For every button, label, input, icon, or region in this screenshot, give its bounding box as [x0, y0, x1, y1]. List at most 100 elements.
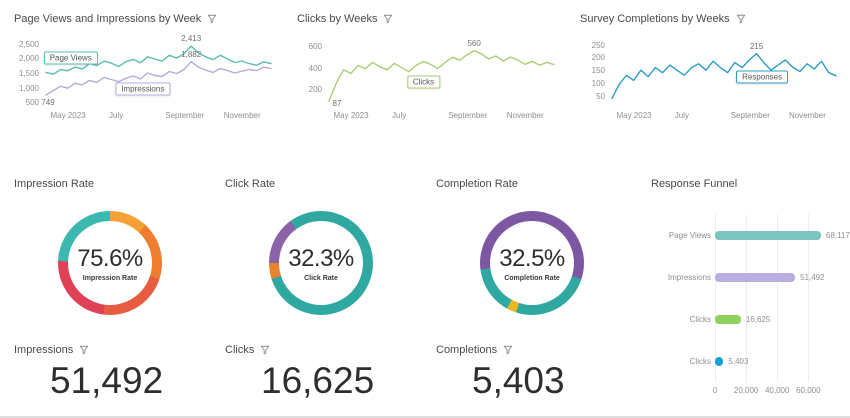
x-tick-label: May 2023 — [50, 111, 86, 120]
funnel-x-axis: 0 20,000 40,000 60,000 — [651, 386, 836, 398]
click-rate-section: Click Rate 32.3% Click Rate Clicks 16,62… — [225, 176, 436, 402]
filter-icon[interactable] — [736, 14, 746, 24]
gridline — [808, 214, 810, 382]
gridline — [746, 214, 748, 382]
donut-wrap: 75.6% Impression Rate — [14, 196, 225, 330]
series-label-callout: Clicks — [406, 75, 441, 89]
funnel-row: Impressions 51,492 — [651, 271, 836, 283]
funnel-x-tick-label: 40,000 — [764, 386, 790, 395]
filter-icon[interactable] — [207, 14, 217, 24]
y-tick-label: 1,000 — [18, 83, 39, 93]
x-tick-label: July — [392, 111, 407, 120]
donut-title: Impression Rate — [14, 176, 225, 192]
kpi-title: Clicks — [225, 342, 436, 358]
point-annotation: 560 — [467, 38, 481, 48]
series-label-callout: Impressions — [115, 82, 171, 96]
plot-area[interactable]: 215 Responses — [611, 40, 837, 106]
donut-value: 32.3% — [288, 244, 354, 272]
kpi-label-text: Completions — [436, 344, 498, 356]
funnel-value-label: 5,403 — [728, 356, 749, 366]
funnel-x-tick-label: 0 — [712, 386, 718, 395]
funnel-bar[interactable] — [715, 356, 724, 366]
funnel-rows: Page Views 68,117 Impressions 51,492 Clicks 1… — [651, 214, 850, 382]
y-tick-label: 2,500 — [18, 39, 39, 49]
funnel-plot: Page Views 68,117 Impressions 51,492 Clicks 1… — [651, 214, 850, 398]
y-tick-label: 100 — [591, 78, 605, 88]
plot-area[interactable]: 2,413 1,882 749 Page Views Impressions — [41, 34, 272, 107]
x-tick-label: November — [223, 111, 261, 120]
y-tick-label: 50 — [596, 91, 605, 101]
funnel-bar[interactable] — [715, 272, 796, 282]
chart-title: Survey Completions by Weeks — [580, 10, 836, 28]
funnel-bar[interactable] — [715, 230, 821, 240]
click-rate-donut[interactable]: 32.3% Click Rate — [269, 211, 373, 315]
filter-icon[interactable] — [260, 345, 270, 355]
x-tick-label: November — [788, 111, 826, 120]
chart-title: Page Views and Impressions by Week — [14, 10, 271, 28]
funnel-bar-area: 16,625 — [715, 314, 827, 324]
filter-icon[interactable] — [383, 14, 393, 24]
x-tick-label: May 2023 — [616, 111, 652, 120]
x-axis: May 2023 July September November — [612, 111, 836, 123]
donut-center: 32.3% Click Rate — [279, 221, 363, 305]
completions-kpi-value: 5,403 — [472, 360, 565, 401]
completion-rate-section: Completion Rate 32.5% Completion Rate Co… — [436, 176, 647, 402]
y-axis: 600 400 200 — [295, 40, 325, 106]
funnel-category-label: Page Views — [668, 230, 711, 240]
x-tick-label: July — [674, 111, 689, 120]
y-tick-label: 150 — [591, 66, 605, 76]
x-tick-label: September — [730, 111, 770, 120]
x-tick-label: May 2023 — [333, 111, 369, 120]
series-label-callout: Responses — [736, 70, 789, 84]
donut-wrap: 32.3% Click Rate — [225, 196, 436, 330]
impression-rate-donut[interactable]: 75.6% Impression Rate — [58, 211, 162, 315]
y-tick-label: 400 — [308, 63, 322, 73]
donut-value: 32.5% — [499, 244, 565, 272]
funnel-category-label: Clicks — [689, 314, 711, 324]
completion-rate-donut[interactable]: 32.5% Completion Rate — [480, 211, 584, 315]
funnel-value-label: 68,117 — [825, 230, 850, 240]
donut-title-text: Click Rate — [225, 178, 276, 190]
chart-title: Clicks by Weeks — [297, 10, 554, 28]
donut-title-text: Impression Rate — [14, 178, 95, 190]
funnel-title: Response Funnel — [651, 176, 836, 192]
donut-title: Click Rate — [225, 176, 436, 192]
response-funnel-section: Response Funnel Page Views 68,117 Impressi… — [647, 176, 850, 402]
funnel-gridlines — [715, 214, 827, 382]
funnel-row: Clicks 16,625 — [651, 313, 836, 325]
point-annotation: 215 — [749, 41, 764, 51]
donut-title-text: Completion Rate — [436, 178, 518, 190]
y-tick-label: 200 — [308, 84, 322, 94]
y-axis: 250 200 150 100 50 — [578, 40, 608, 106]
donut-center-label: Impression Rate — [82, 274, 138, 282]
funnel-x-tick-label: 60,000 — [796, 386, 821, 395]
x-tick-label: September — [165, 111, 205, 120]
funnel-category-label: Clicks — [689, 356, 711, 366]
chart-title-text: Page Views and Impressions by Week — [14, 13, 202, 25]
impression-rate-section: Impression Rate 75.6% Impression Rate Im… — [14, 176, 225, 402]
filter-icon[interactable] — [503, 345, 513, 355]
funnel-row: Clicks 5,403 — [651, 355, 836, 367]
funnel-bar-area: 68,117 — [715, 230, 850, 240]
y-tick-label: 600 — [308, 42, 322, 52]
x-axis: May 2023 July September November — [329, 111, 554, 123]
point-annotation: 2,413 — [181, 34, 202, 44]
chart-title-text: Clicks by Weeks — [297, 13, 378, 25]
funnel-value-label: 16,625 — [745, 314, 771, 324]
survey-completions-chart-card: Survey Completions by Weeks 250 200 150 100… — [578, 10, 837, 158]
kpi-title: Completions — [436, 342, 647, 358]
clicks-kpi-value: 16,625 — [261, 360, 375, 401]
funnel-bar[interactable] — [715, 314, 741, 324]
funnel-bar-area: 5,403 — [715, 356, 827, 366]
filter-icon[interactable] — [79, 345, 89, 355]
y-tick-label: 1,500 — [18, 69, 39, 78]
funnel-row: Page Views 68,117 — [651, 229, 850, 241]
plot-area[interactable]: 560 87 Clicks — [328, 38, 555, 108]
donut-wrap: 32.5% Completion Rate — [436, 196, 647, 330]
chart-body: 600 400 200 560 87 Clicks May 2023 July Septem… — [309, 38, 555, 123]
y-tick-label: 2,000 — [18, 54, 39, 64]
y-axis: 2,500 2,000 1,500 1,000 500 — [12, 39, 42, 108]
gridline — [715, 214, 716, 382]
line-chart-canvas — [611, 52, 837, 99]
